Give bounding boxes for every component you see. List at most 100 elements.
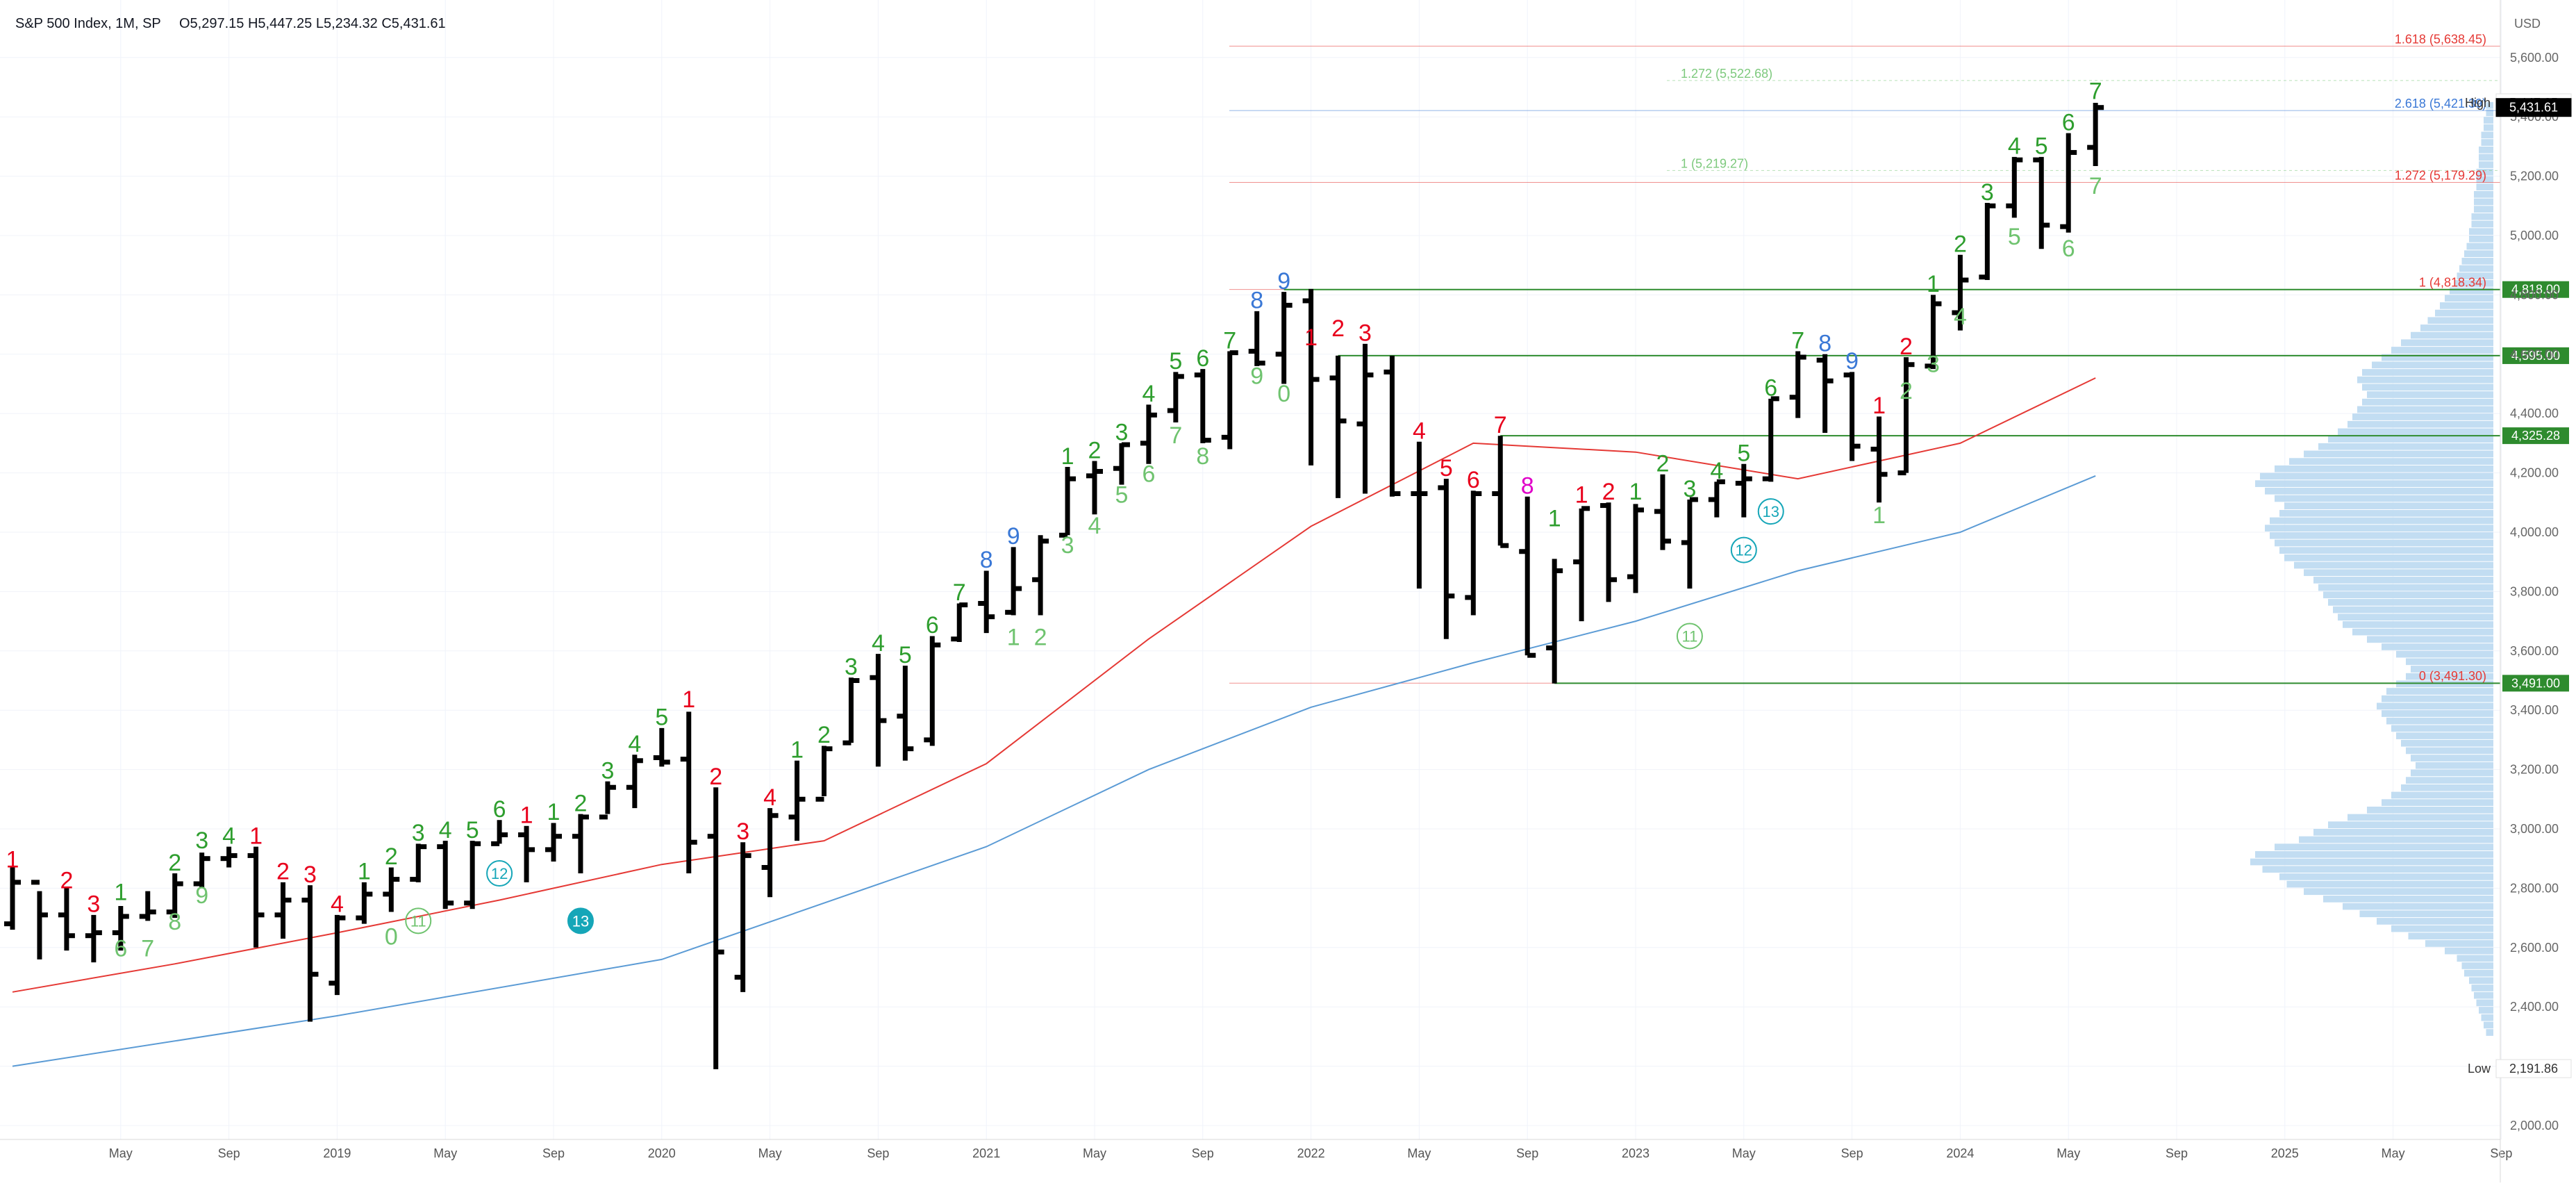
volume-profile-bar — [2304, 888, 2493, 896]
volume-profile-bar — [2352, 413, 2493, 420]
sequence-count-label: 2 — [817, 722, 831, 748]
ohlc-bar — [1005, 547, 1022, 616]
circled-count-marker — [405, 907, 432, 934]
volume-profile-bar — [2328, 436, 2493, 443]
ohlc-bar — [1275, 292, 1293, 384]
circled-count-marker — [486, 860, 513, 887]
volume-profile-bar — [2318, 443, 2493, 450]
ohlc-bar — [788, 760, 806, 841]
y-tick-label: 5,000.00 — [2510, 229, 2559, 242]
ohlc-bar — [1952, 254, 1969, 331]
ohlc-bar — [1383, 355, 1401, 497]
ohlc-bar — [1302, 288, 1320, 466]
x-tick-label: May — [758, 1146, 782, 1160]
sequence-count-label: 6 — [1764, 375, 1777, 402]
volume-profile-bar — [2313, 577, 2493, 584]
volume-profile-bar — [2367, 636, 2493, 643]
level-tag — [2502, 281, 2569, 298]
ohlc-bar — [1654, 474, 1671, 550]
sequence-count-label: 3 — [1683, 476, 1696, 502]
symbol-title[interactable]: S&P 500 Index, 1M, SP — [15, 16, 161, 31]
fib-label: 1.272 (5,179.29) — [2395, 168, 2486, 182]
volume-profile-bar — [2401, 739, 2493, 747]
volume-profile-bar — [2481, 131, 2493, 139]
volume-profile-bar — [2313, 829, 2493, 836]
ohlc-bar — [356, 882, 373, 924]
ohlc-bar — [2087, 103, 2104, 166]
sequence-count-label: 9 — [1845, 348, 1859, 374]
y-tick-label: 5,200.00 — [2510, 170, 2559, 183]
ohlc-bar — [383, 867, 400, 912]
sequence-count-label: 1 — [1927, 271, 1940, 297]
volume-profile-bar — [2474, 198, 2493, 206]
sequence-count-label: 2 — [1656, 450, 1669, 477]
sequence-count-label: 7 — [953, 579, 966, 606]
ohlc-bar — [978, 570, 995, 634]
level-tag — [2502, 675, 2569, 692]
sequence-count-label: 6 — [2062, 109, 2075, 135]
volume-profile-bar — [2406, 747, 2493, 755]
ohlc-bar — [1681, 497, 1698, 589]
ohlc-bar — [1870, 416, 1888, 503]
volume-profile-bar — [2486, 1029, 2493, 1036]
volume-profile-bar — [2476, 176, 2493, 183]
ohlc-bar — [464, 841, 481, 909]
price-bars — [4, 103, 2104, 1069]
sequence-count-label: 4 — [331, 891, 344, 918]
volume-profile-bar — [2486, 109, 2493, 117]
volume-profile-bar — [2270, 532, 2493, 539]
volume-profile-bar — [2461, 258, 2493, 265]
sequence-count-label: 2 — [1602, 479, 1615, 505]
sequence-count-label: 5 — [466, 817, 479, 843]
sequence-count-label: 5 — [899, 642, 912, 668]
x-tick-label: 2021 — [972, 1146, 1000, 1160]
y-tick-label: 3,600.00 — [2510, 644, 2559, 658]
volume-profile-bar — [2464, 969, 2493, 977]
price-tag-title: Low — [2468, 1062, 2491, 1076]
y-tick-label: 3,000.00 — [2510, 822, 2559, 836]
ohlc-bar — [1032, 535, 1049, 616]
volume-profile-bar — [2486, 101, 2493, 109]
sequence-count-label: 7 — [2089, 79, 2102, 105]
ohlc-bar — [437, 841, 454, 909]
volume-profile-bar — [2474, 206, 2493, 213]
ohlc-bar — [220, 846, 238, 868]
sequence-count-label: 4 — [872, 630, 885, 657]
level-tag — [2502, 427, 2569, 445]
sequence-count-label: 3 — [195, 827, 208, 854]
x-tick-label: Sep — [867, 1146, 889, 1160]
volume-profile-bar — [2265, 487, 2493, 495]
sequence-count-label: 2 — [1954, 231, 1967, 257]
sequence-count-label: 2 — [276, 859, 290, 885]
sequence-count-label: 3 — [1981, 179, 1994, 206]
volume-profile-bar — [2367, 391, 2493, 398]
sequence-count-label: 4 — [1142, 381, 1155, 407]
sequence-count-label: 6 — [1467, 467, 1480, 493]
volume-profile-bar — [2391, 725, 2493, 732]
circled-count-label: 11 — [1681, 627, 1697, 645]
sequence-count-label: 5 — [2035, 133, 2048, 160]
ohlc-bar — [653, 727, 670, 767]
sequence-count-label: 3 — [87, 891, 100, 918]
fib-label: 1.272 (5,522.68) — [1681, 67, 1772, 81]
y-axis: 2,000.002,200.002,400.002,600.002,800.00… — [2500, 0, 2559, 1183]
sequence-count-label: 2 — [1331, 315, 1345, 342]
y-tick-label: 2,600.00 — [2510, 941, 2559, 955]
x-tick-label: May — [1407, 1146, 1431, 1160]
volume-profile-bar — [2471, 213, 2493, 220]
volume-profile-bar — [2304, 569, 2493, 577]
sequence-count-label: 6 — [1142, 461, 1155, 487]
level-tag-text: 4,595.00 — [2511, 349, 2560, 363]
sequence-count-label: 4 — [1088, 513, 1102, 539]
level-tag-text: 4,325.28 — [2511, 429, 2560, 443]
sequence-count-label: 1 — [1629, 479, 1643, 505]
ohlc-bar — [1167, 372, 1184, 423]
ohlc-bar — [166, 873, 183, 919]
x-axis: May Sep 2019 May Sep 2020 May Sep 2021 May Sep 2022… — [0, 1139, 2512, 1160]
sequence-count-label: 2 — [574, 790, 587, 816]
y-tick-label: 4,600.00 — [2510, 347, 2559, 361]
volume-profile-bar — [2284, 502, 2493, 509]
volume-profile-bar — [2323, 591, 2493, 599]
